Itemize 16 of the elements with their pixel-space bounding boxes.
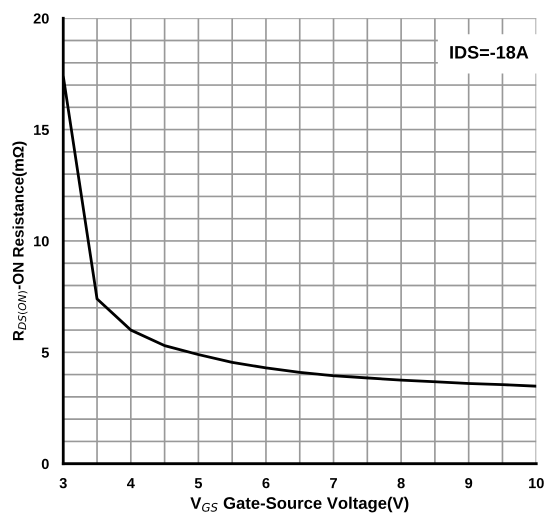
- x-tick-label: 7: [330, 478, 337, 488]
- annotation: IDS=-18A: [450, 46, 528, 59]
- x-tick-label: 5: [194, 478, 202, 488]
- x-axis-title: V$_{GS}$ Gate-Source Voltage(V): [190, 496, 408, 512]
- y-tick-label: 15: [34, 124, 49, 136]
- y-tick-label: 10: [34, 236, 49, 246]
- x-tick-label: 9: [465, 478, 472, 488]
- y-tick-label: 20: [34, 13, 49, 24]
- x-tick-label: 10: [529, 478, 544, 488]
- y-tick-label: 5: [42, 348, 49, 358]
- x-tick-label: 8: [398, 478, 405, 488]
- x-tick-label: 4: [126, 478, 135, 488]
- x-tick-label: 3: [60, 478, 67, 488]
- x-tick-label: 6: [262, 478, 270, 488]
- y-tick-label: 0: [42, 458, 49, 470]
- y-axis-title: R$_{DS(ON)}$-ON Resistance(mΩ): [12, 142, 28, 340]
